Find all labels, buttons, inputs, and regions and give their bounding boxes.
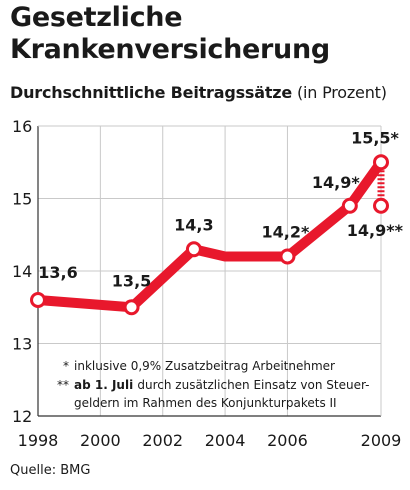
footnote-rest: durch zusätzlichen Einsatz von Steuer- [137,378,369,392]
y-tick-label: 12 [12,407,32,426]
footnote-text: ab 1. Juli durch zusätzlichen Einsatz vo… [74,378,369,392]
data-point [185,241,202,258]
y-tick-label: 14 [12,262,32,281]
data-label: 15,5* [351,128,399,147]
y-tick-label: 13 [12,335,32,354]
y-tick-label: 16 [12,117,32,136]
title-line-1: Gesetzliche [10,2,183,33]
footnote-text-cont: geldern im Rahmen des Konjunkturpakets I… [74,396,337,410]
data-label: 13,5 [112,271,151,290]
footnote-bold: ab 1. Juli [74,378,137,392]
y-tick-label: 15 [12,190,32,209]
data-point [123,299,140,316]
subtitle-main: Durchschnittliche Beitragssätze [10,83,293,102]
x-tick-label: 2009 [361,431,402,450]
data-label: 14,3 [174,215,213,234]
footnote-text: inklusive 0,9% Zusatzbeitrag Arbeitnehme… [74,359,335,373]
subtitle-unit: (in Prozent) [296,83,387,102]
x-tick-label: 2006 [267,431,308,450]
data-label: 14,2* [262,223,310,242]
data-label: 13,6 [38,263,77,282]
x-tick-label: 2000 [80,431,121,450]
x-tick-label: 2002 [142,431,183,450]
data-point [341,197,358,214]
x-tick-label: 2004 [205,431,246,450]
data-point [279,248,296,265]
data-point-extra [373,197,389,214]
chart-title: Gesetzliche Krankenversicherung [10,2,330,66]
source-note: Quelle: BMG [10,463,91,478]
x-tick-label: 1998 [18,431,59,450]
data-label-extra: 14,9** [347,221,404,240]
footnote-marker: * [63,359,69,373]
title-line-2: Krankenversicherung [10,34,330,65]
data-label: 14,9* [312,173,360,192]
data-point [30,292,46,308]
chart-subtitle: Durchschnittliche Beitragssätze (in Proz… [10,83,387,103]
data-point [373,154,389,171]
footnote-marker: ** [57,378,69,392]
